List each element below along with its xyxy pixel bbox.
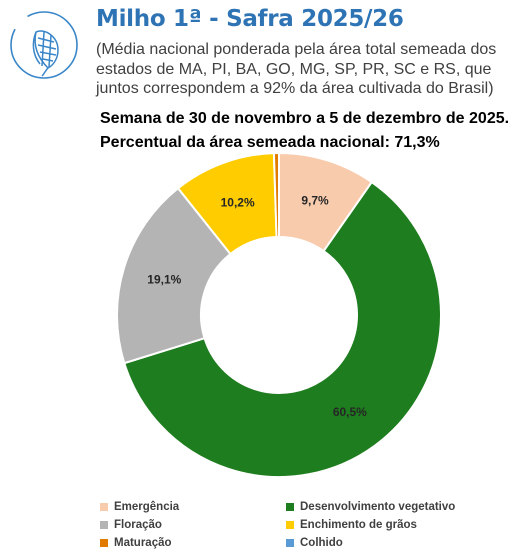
slice-2: [116, 186, 232, 365]
subtitle: (Média nacional ponderada pela área tota…: [96, 41, 497, 97]
legend-item: Emergência: [100, 499, 179, 515]
data-label-1: 60,5%: [333, 405, 367, 419]
legend-label: Emergência: [114, 501, 180, 513]
legend-label: Desenvolvimento vegetativo: [300, 501, 456, 513]
legend-swatch: [286, 503, 294, 511]
week-label: Semana de 30 de novembro a 5 de dezembro…: [100, 110, 510, 127]
chart-legend: Emergência Desenvolvimento vegetativo Flor…: [0, 499, 527, 559]
legend-swatch: [286, 521, 294, 529]
legend-swatch: [100, 539, 108, 547]
legend-swatch: [286, 539, 294, 547]
legend-item: Maturação: [100, 535, 172, 551]
legend-label: Maturação: [114, 537, 172, 549]
legend-label: Enchimento de grãos: [300, 519, 417, 531]
legend-item: Enchimento de grãos: [286, 517, 417, 533]
data-label-3: 10,2%: [221, 195, 255, 209]
legend-label: Colhido: [300, 537, 343, 549]
legend-swatch: [100, 503, 108, 511]
legend-label: Floração: [114, 519, 162, 531]
data-label-0: 9,7%: [301, 194, 329, 208]
national-percent-label: Percentual da área semeada nacional: 71,…: [100, 134, 440, 151]
page-title: Milho 1ª - Safra 2025/26: [96, 6, 404, 32]
corn-logo-icon: [10, 11, 78, 79]
data-label-2: 19,1%: [147, 273, 181, 287]
slice-1: [123, 180, 442, 478]
legend-item: Colhido: [286, 535, 343, 551]
legend-item: Desenvolvimento vegetativo: [286, 499, 455, 515]
slice-4: [272, 151, 280, 239]
donut-chart: 9,7% 60,5% 19,1% 10,2%: [116, 151, 442, 478]
legend-swatch: [100, 521, 108, 529]
legend-item: Floração: [100, 517, 162, 533]
